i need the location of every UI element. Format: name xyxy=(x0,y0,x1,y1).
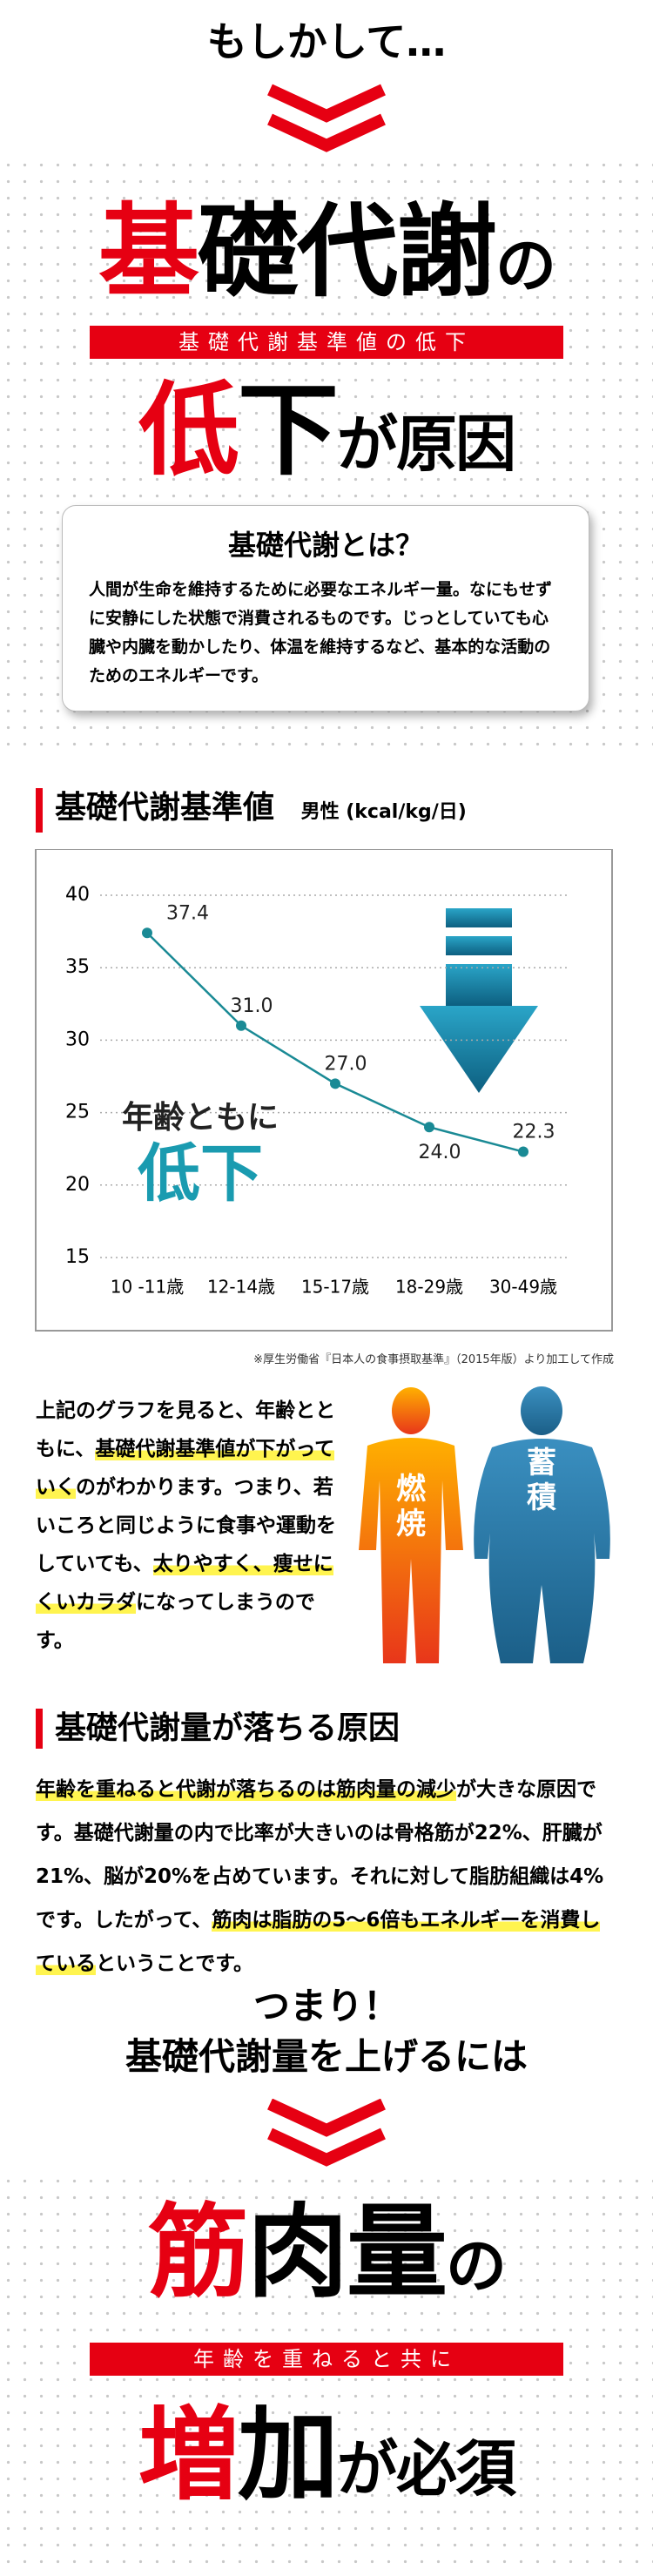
text: のがわかります。つまり、若いころと同じように食事や運動をしていても、 xyxy=(36,1476,336,1575)
value-label: 31.0 xyxy=(231,995,273,1017)
headline: 低下が原因 xyxy=(0,374,653,501)
conclusion-lead: 基礎代謝量を上げるには xyxy=(125,2035,528,2078)
headline-part: が原因 xyxy=(337,408,516,480)
x-tick-label: 15-17歳 xyxy=(301,1277,369,1298)
value-label: 22.3 xyxy=(513,1122,555,1143)
headline-part: の xyxy=(446,2230,507,2302)
headline-part: 下 xyxy=(238,372,339,489)
down-arrow xyxy=(420,908,538,1093)
x-tick-label: 12-14歳 xyxy=(207,1277,275,1298)
body-figures xyxy=(359,1386,610,1663)
source-note: ※厚生労働省『日本人の食事摂取基準』（2015年版）より加工して作成 xyxy=(253,1353,614,1366)
headline-banner: 基礎代謝基準値の低下 xyxy=(90,326,563,359)
headline-part: 低 xyxy=(138,372,239,489)
conclusion-headline: 筋肉量の xyxy=(0,2196,653,2323)
definition-box: 基礎代謝とは？ 人間が生命を維持するために必要なエネルギー量。なにもせずに安静に… xyxy=(62,505,589,711)
text: ということです。 xyxy=(96,1952,254,1975)
figure-store xyxy=(474,1386,610,1663)
chevrons xyxy=(267,84,386,152)
headline-part: 加 xyxy=(238,2397,339,2514)
headline-part: 肉量 xyxy=(247,2194,448,2311)
text: が大きな原因です。基礎代謝量の内で比率が大きいのは骨格筋が22%、肝臓が21%、… xyxy=(36,1778,604,1932)
point xyxy=(330,1078,340,1089)
conclusion-banner: 年齢を重ねると共に xyxy=(90,2343,563,2376)
value-label: 37.4 xyxy=(166,902,209,924)
conclusion-headline: 増加が必須 xyxy=(0,2399,653,2525)
point xyxy=(424,1122,434,1133)
chart: 15 20 25 30 35 40 10 -11歳 12-14歳 15-17歳 18-29歳 30-… xyxy=(35,849,613,1332)
figure-label: 蓄積 xyxy=(527,1446,556,1515)
point xyxy=(236,1020,246,1031)
y-tick-label: 30 xyxy=(65,1028,90,1050)
y-tick-label: 35 xyxy=(65,956,90,978)
chart-subtitle: 男性 (kcal/kg/日) xyxy=(300,801,467,823)
chart-title-row: 基礎代謝基準値 男性 (kcal/kg/日) xyxy=(36,788,467,833)
headline-part: 筋 xyxy=(148,2194,249,2311)
text: になってしまうのです。 xyxy=(36,1591,315,1652)
x-tick-label: 30-49歳 xyxy=(489,1277,557,1298)
cause-title: 基礎代謝量が落ちる原因 xyxy=(36,1709,400,1749)
point xyxy=(518,1146,528,1157)
headline-part: の xyxy=(495,230,556,301)
highlight-text: 年齢を重ねると代謝が落ちるのは筋肉量の減少 xyxy=(36,1778,456,1801)
y-tick-label: 25 xyxy=(65,1102,90,1123)
headline-part: 増 xyxy=(138,2397,239,2514)
y-tick-label: 40 xyxy=(65,884,90,906)
x-tick-label: 10 -11歳 xyxy=(111,1277,184,1298)
definition-title: 基礎代謝とは？ xyxy=(227,529,423,562)
figure-burn xyxy=(359,1387,463,1663)
conclusion-lead: つまり！ xyxy=(252,1985,400,2027)
y-tick-label: 15 xyxy=(65,1246,90,1268)
chevrons xyxy=(267,2099,386,2167)
point xyxy=(142,927,152,939)
headline-part: 基 xyxy=(98,193,199,311)
text: 上記のグラフを見ると、年齢とともに、 xyxy=(36,1399,336,1460)
cause-text: 年齢を重ねると代謝が落ちるのは筋肉量の減少が大きな原因です。基礎代謝量の内で比率… xyxy=(36,1768,616,1986)
value-label: 24.0 xyxy=(419,1142,461,1163)
explanation: 上記のグラフを見ると、年齢とともに、基礎代謝基準値が下がっていくのがわかります。… xyxy=(36,1392,340,1660)
figure-label: 燃焼 xyxy=(396,1472,426,1541)
headline-part: が必須 xyxy=(337,2433,516,2505)
annotation: 低下 xyxy=(138,1137,263,1210)
chart-title: 基礎代謝基準値 xyxy=(55,790,275,826)
x-tick-label: 18-29歳 xyxy=(395,1277,463,1298)
annotation: 年齢ともに xyxy=(122,1100,279,1136)
value-label: 27.0 xyxy=(325,1053,367,1075)
intro: もしかして… xyxy=(206,18,447,65)
headline: 基礎代謝の xyxy=(0,196,653,322)
headline-part: 礎代謝 xyxy=(198,193,497,311)
y-tick-label: 20 xyxy=(65,1174,90,1196)
definition-text: 人間が生命を維持するために必要なエネルギー量。なにもせずに安静にした状態で消費さ… xyxy=(89,580,553,685)
